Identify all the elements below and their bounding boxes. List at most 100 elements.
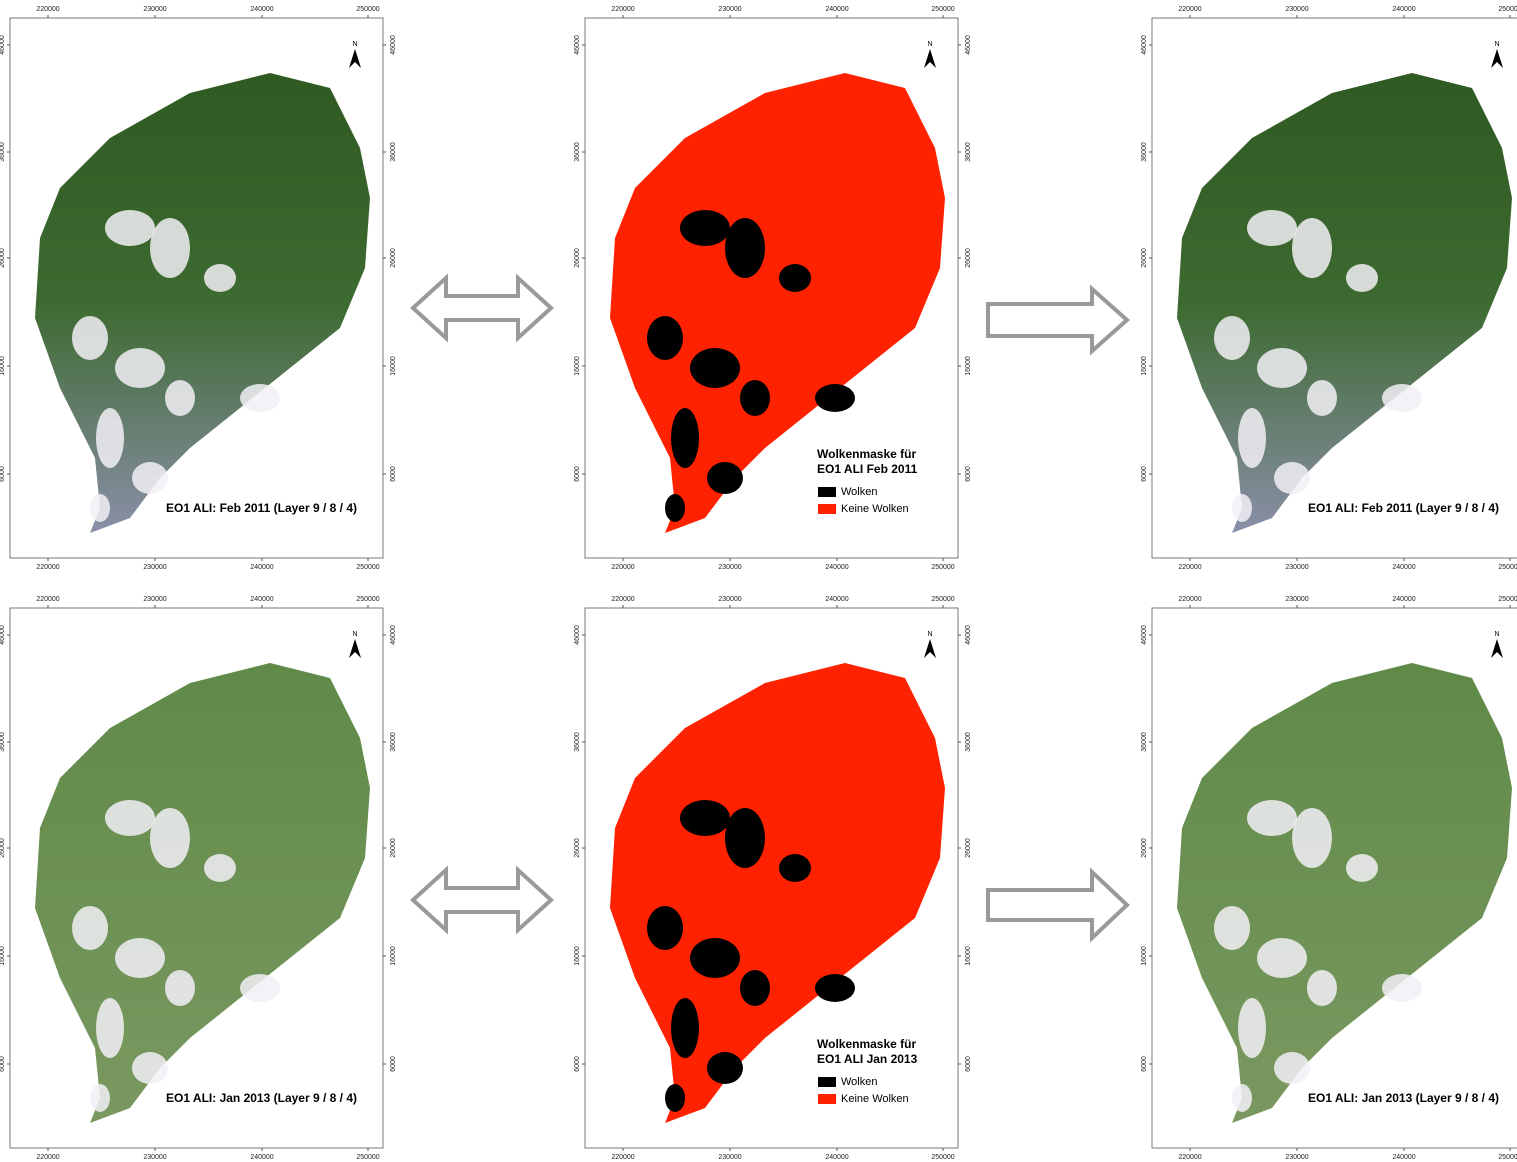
cloud — [1382, 974, 1422, 1002]
north-label: N — [927, 631, 932, 638]
y-tick-label: 36000 — [965, 142, 972, 162]
y-tick-label: 26000 — [965, 248, 972, 268]
y-tick-label: 26000 — [1141, 838, 1148, 858]
cloud-mask — [779, 854, 811, 882]
y-tick-label: 46000 — [390, 35, 397, 55]
y-tick-label: 46000 — [574, 625, 581, 645]
x-tick-label: 230000 — [143, 596, 166, 603]
cloud-mask — [725, 218, 765, 278]
cloud-mask — [725, 808, 765, 868]
north-label: N — [927, 41, 932, 48]
y-tick-label: 36000 — [1141, 142, 1148, 162]
cloud — [115, 938, 165, 978]
y-tick-label: 16000 — [965, 946, 972, 966]
x-tick-label: 250000 — [931, 1154, 954, 1161]
cloud — [150, 218, 190, 278]
cloud-mask — [690, 348, 740, 388]
cloud — [1238, 408, 1266, 468]
cloud — [96, 408, 124, 468]
legend-title: Wolkenmaske für — [817, 1037, 916, 1051]
x-tick-label: 240000 — [1392, 564, 1415, 571]
cloud-mask — [707, 1052, 743, 1084]
cloud — [165, 380, 195, 416]
north-label: N — [352, 631, 357, 638]
cloud — [1214, 316, 1250, 360]
x-tick-label: 220000 — [1178, 6, 1201, 13]
legend-swatch — [818, 504, 836, 514]
y-tick-label: 6000 — [390, 1056, 397, 1072]
cloud — [240, 384, 280, 412]
cloud-mask — [740, 380, 770, 416]
x-tick-label: 220000 — [36, 596, 59, 603]
y-tick-label: 36000 — [0, 142, 6, 162]
y-tick-label: 26000 — [965, 838, 972, 858]
x-tick-label: 220000 — [36, 6, 59, 13]
cloud — [1346, 854, 1378, 882]
x-tick-label: 230000 — [143, 6, 166, 13]
legend-label: Wolken — [841, 486, 877, 498]
x-tick-label: 220000 — [36, 564, 59, 571]
y-tick-label: 6000 — [965, 1056, 972, 1072]
map-panel: 2200002200002300002300002400002400002500… — [1141, 6, 1517, 571]
y-tick-label: 26000 — [574, 248, 581, 268]
cloud-mask — [680, 210, 730, 246]
cloud — [1232, 494, 1252, 522]
x-tick-label: 230000 — [718, 596, 741, 603]
cloud-mask — [740, 970, 770, 1006]
y-tick-label: 46000 — [1141, 625, 1148, 645]
y-tick-label: 36000 — [0, 732, 6, 752]
map-panel: 2200002200002300002300002400002400002500… — [574, 6, 972, 571]
y-tick-label: 16000 — [574, 946, 581, 966]
x-tick-label: 250000 — [1498, 596, 1517, 603]
legend-label: Wolken — [841, 1076, 877, 1088]
map-caption: EO1 ALI: Jan 2013 (Layer 9 / 8 / 4) — [166, 1091, 357, 1105]
x-tick-label: 250000 — [931, 564, 954, 571]
cloud — [1292, 218, 1332, 278]
x-tick-label: 220000 — [611, 6, 634, 13]
y-tick-label: 46000 — [1141, 35, 1148, 55]
y-tick-label: 6000 — [0, 1056, 6, 1072]
y-tick-label: 6000 — [1141, 466, 1148, 482]
figure: 220000 220000 230000 230000 240000 240000 2500… — [0, 0, 1517, 1162]
cloud — [72, 316, 108, 360]
y-tick-label: 46000 — [0, 625, 6, 645]
y-tick-label: 16000 — [0, 946, 6, 966]
x-tick-label: 250000 — [931, 596, 954, 603]
x-tick-label: 230000 — [143, 1154, 166, 1161]
cloud — [1238, 998, 1266, 1058]
y-tick-label: 46000 — [0, 35, 6, 55]
y-tick-label: 46000 — [965, 625, 972, 645]
y-tick-label: 16000 — [1141, 356, 1148, 376]
y-tick-label: 36000 — [574, 142, 581, 162]
cloud-mask — [690, 938, 740, 978]
x-tick-label: 240000 — [825, 596, 848, 603]
cloud — [165, 970, 195, 1006]
cloud-mask — [665, 494, 685, 522]
y-tick-label: 16000 — [390, 356, 397, 376]
legend-label: Keine Wolken — [841, 1093, 909, 1105]
x-tick-label: 240000 — [1392, 1154, 1415, 1161]
cloud-mask — [815, 974, 855, 1002]
legend-swatch — [818, 487, 836, 497]
y-tick-label: 46000 — [390, 625, 397, 645]
cloud — [1257, 348, 1307, 388]
legend-title: EO1 ALI Feb 2011 — [817, 462, 918, 476]
x-tick-label: 230000 — [1285, 6, 1308, 13]
cloud-mask — [671, 998, 699, 1058]
map-caption: EO1 ALI: Feb 2011 (Layer 9 / 8 / 4) — [166, 501, 357, 515]
y-tick-label: 16000 — [965, 356, 972, 376]
legend-title: EO1 ALI Jan 2013 — [817, 1052, 918, 1066]
x-tick-label: 240000 — [250, 564, 273, 571]
north-label: N — [1494, 631, 1499, 638]
y-tick-label: 6000 — [574, 1056, 581, 1072]
cloud — [1232, 1084, 1252, 1112]
cloud — [132, 1052, 168, 1084]
y-tick-label: 6000 — [1141, 1056, 1148, 1072]
x-tick-label: 220000 — [1178, 564, 1201, 571]
cloud — [105, 210, 155, 246]
x-tick-label: 240000 — [250, 596, 273, 603]
x-tick-label: 240000 — [1392, 6, 1415, 13]
x-tick-label: 250000 — [356, 596, 379, 603]
north-label: N — [1494, 41, 1499, 48]
y-tick-label: 26000 — [0, 248, 6, 268]
